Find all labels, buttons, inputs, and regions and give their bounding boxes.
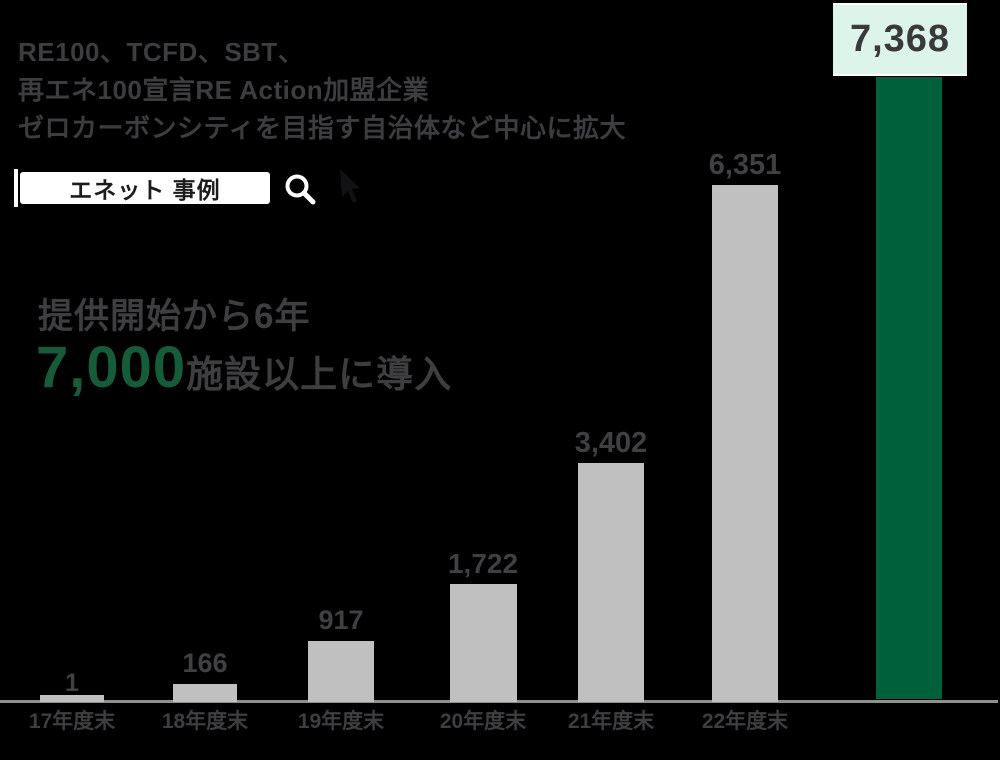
bar-value-label: 3,402 [574,427,648,459]
bar-highlight [876,77,942,699]
magnifier-icon[interactable] [282,171,318,207]
bar-value-label: 917 [318,605,364,635]
bar-value-label: 1,722 [447,548,519,579]
header-text-block: RE100、TCFD、SBT、 再エネ100宣言RE Action加盟企業 ゼロ… [18,33,626,147]
bar [449,584,517,702]
header-line-3: ゼロカーボンシティを目指す自治体など中心に拡大 [18,113,626,143]
promo-suffix: 施設以上に導入 [186,354,453,395]
bar-value-label: 6,351 [708,149,782,181]
final-value-badge: 7,368 [833,3,967,76]
x-axis-label: 17年度末 [28,710,116,733]
x-axis-label: 18年度末 [161,710,249,733]
bar [308,641,374,702]
faint-cursor-icon [340,169,360,203]
promo-number: 7,000 [36,335,187,400]
bar [578,463,644,702]
header-line-1: RE100、TCFD、SBT、 [18,37,305,67]
x-axis-label: 20年度末 [439,710,527,733]
promo-subheading: 7,000 施設以上に導入 [36,334,452,401]
x-axis-label: 22年度末 [701,710,789,733]
search-query-text: エネット 事例 [69,177,221,203]
header-line-2: 再エネ100宣言RE Action加盟企業 [18,75,430,105]
promo-heading: 提供開始から6年 [38,297,311,336]
search-input[interactable]: エネット 事例 [20,172,270,204]
x-axis-label: 21年度末 [567,710,655,733]
x-axis-label: 19年度末 [297,710,385,733]
bar-value-label: 166 [182,648,228,678]
bar [712,185,778,702]
bar-value-label: 1 [65,669,79,697]
bar [173,684,237,702]
bar [40,695,104,702]
text-cursor [14,169,18,207]
